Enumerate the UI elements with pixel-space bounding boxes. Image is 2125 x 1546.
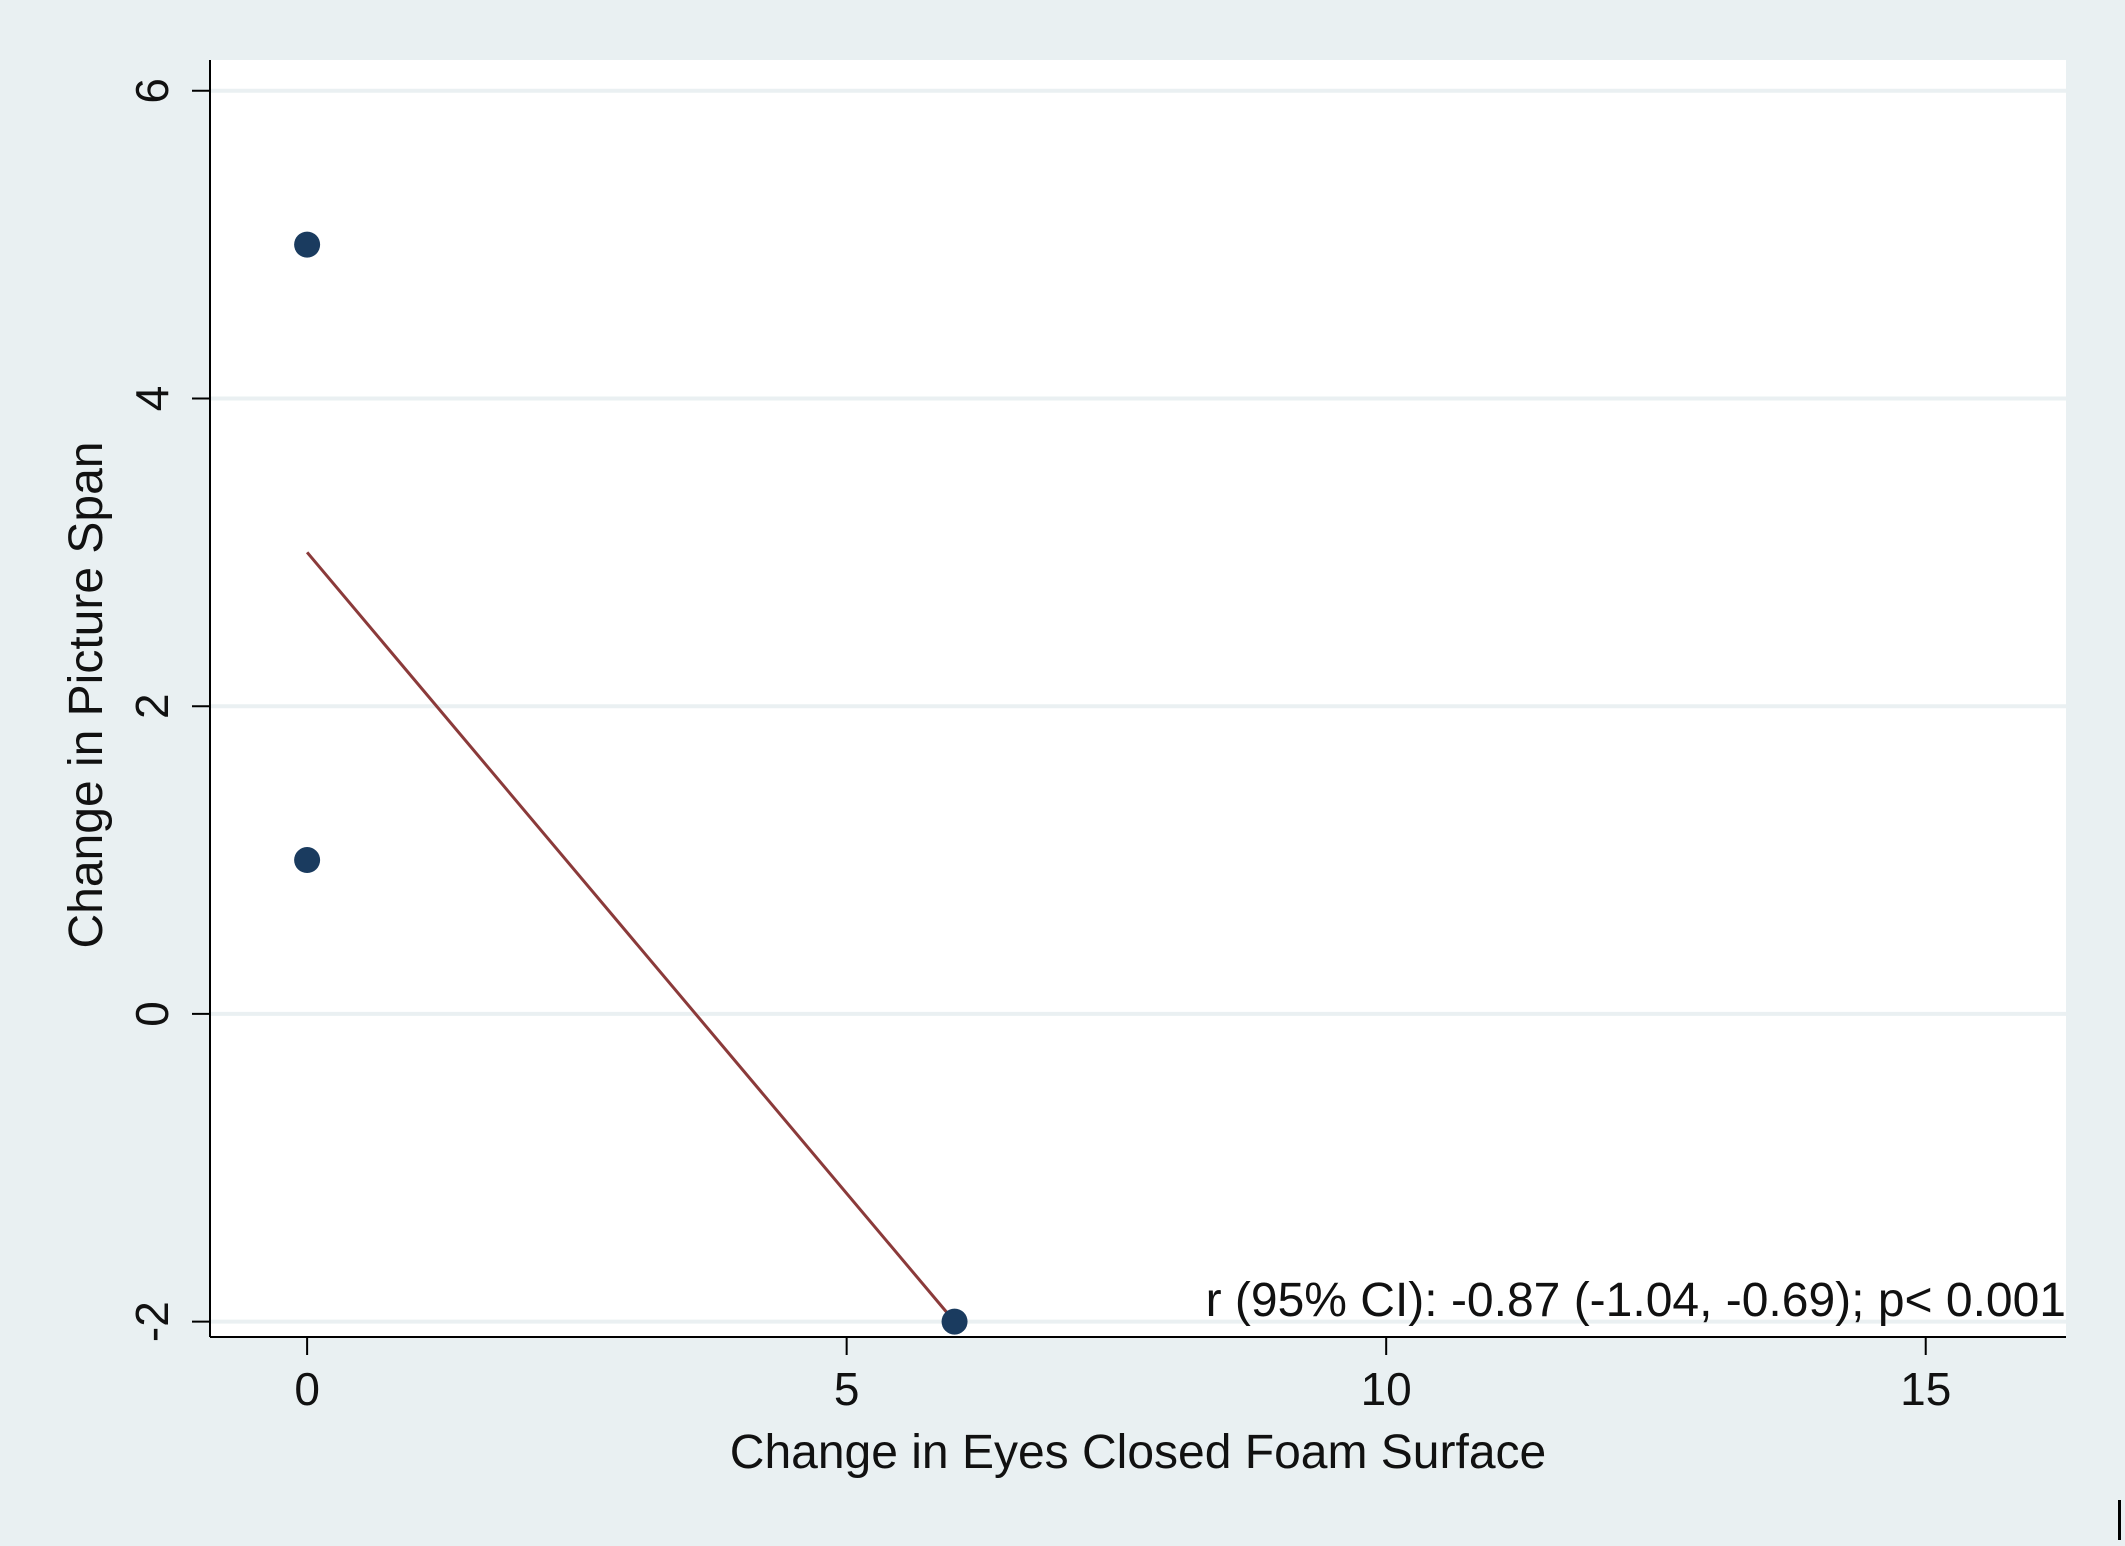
fit-line xyxy=(305,551,956,1323)
x-tick-label-2: 10 xyxy=(1361,1363,1412,1415)
x-tick-label-0: 0 xyxy=(294,1363,320,1415)
y-tick-label-4: 6 xyxy=(126,78,178,104)
x-axis-title: Change in Eyes Closed Foam Surface xyxy=(730,1426,1546,1479)
y-tick-label-1: 0 xyxy=(126,1001,178,1027)
axes xyxy=(192,60,2066,1355)
grid-lines xyxy=(210,88,2066,1324)
data-point-0 xyxy=(294,231,321,258)
plot-area xyxy=(210,60,2066,1337)
data-point-1 xyxy=(294,847,321,874)
data-point-2 xyxy=(941,1308,968,1335)
x-tick-label-3: 15 xyxy=(1900,1363,1951,1415)
x-tick-label-1: 5 xyxy=(834,1363,860,1415)
y-tick-label-0: -2 xyxy=(126,1301,178,1342)
tick-labels: -2 0 2 4 6 0 5 10 15 xyxy=(126,78,1951,1415)
data-points xyxy=(294,231,968,1335)
correlation-annotation: r (95% CI): -0.87 (-1.04, -0.69); p< 0.0… xyxy=(1206,1274,2066,1327)
y-axis-title: Change in Picture Span xyxy=(60,442,113,949)
y-tick-label-3: 4 xyxy=(126,386,178,412)
fit-line-layer xyxy=(305,551,956,1323)
y-tick-label-2: 2 xyxy=(126,693,178,719)
corner-mark xyxy=(2118,1500,2121,1540)
